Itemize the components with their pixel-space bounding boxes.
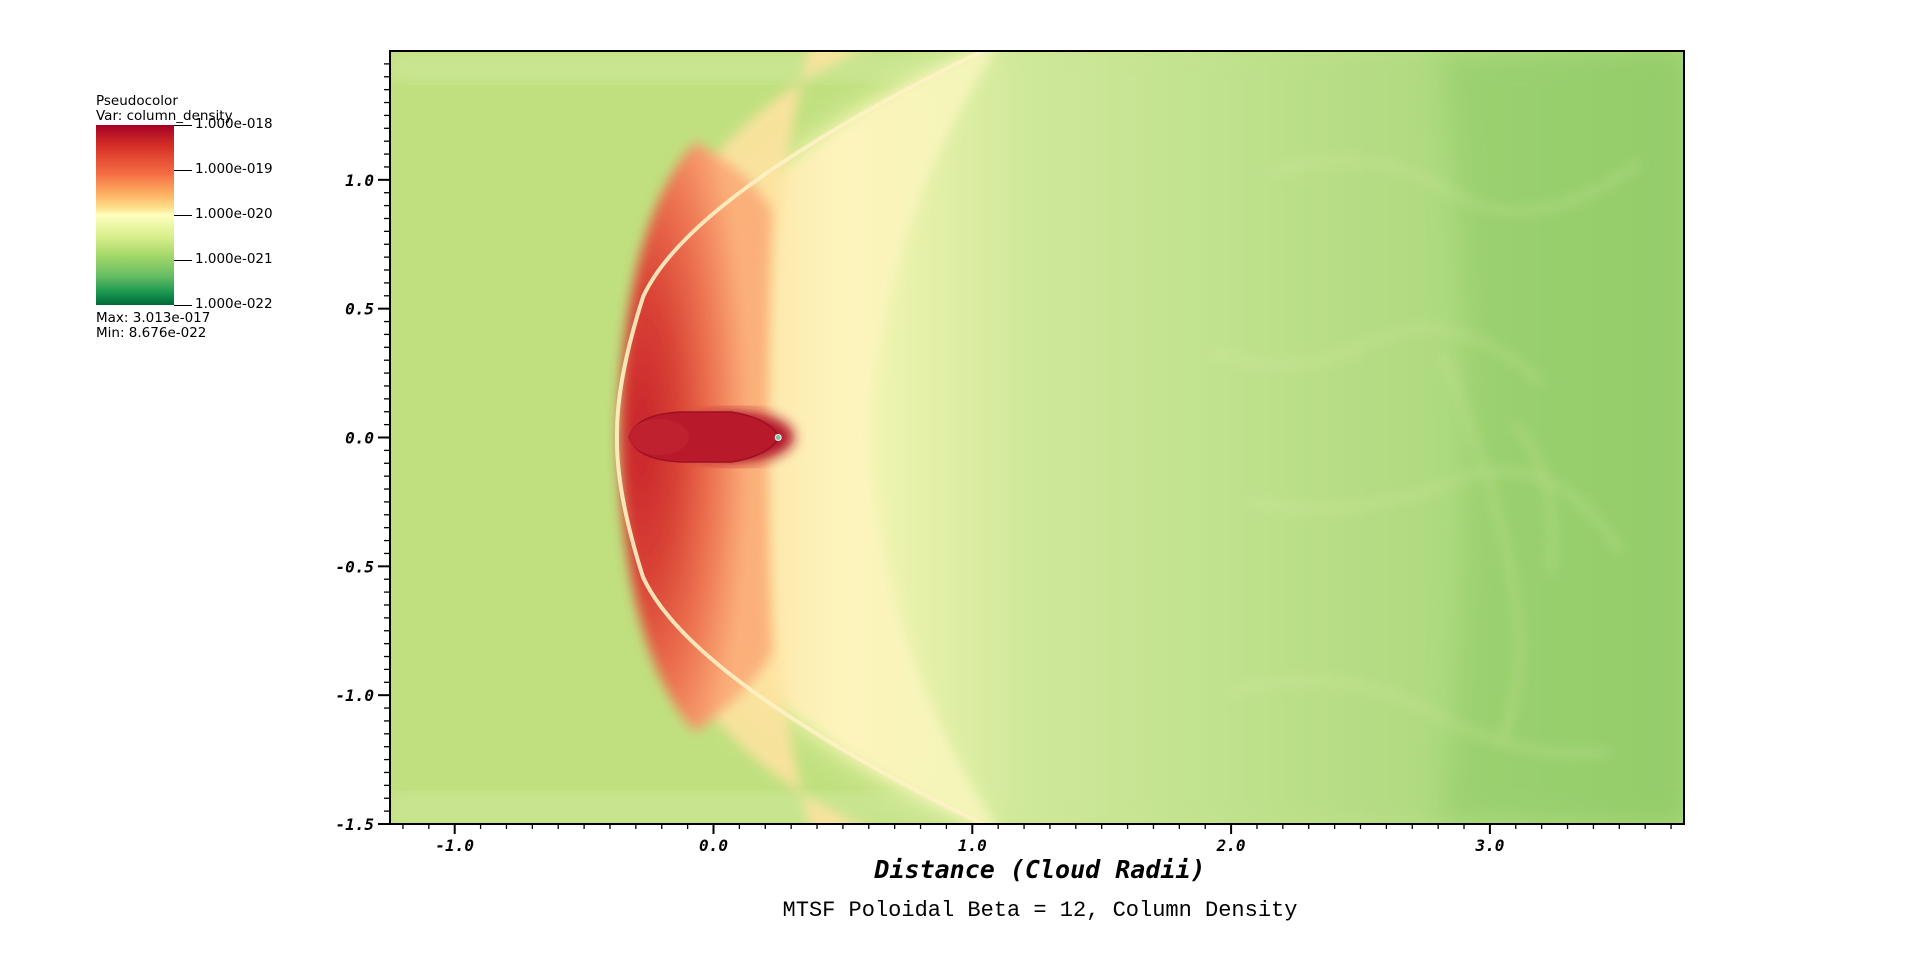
cloud-core [628, 411, 794, 463]
colorbar-tick-label: 1.000e-022 [195, 296, 273, 312]
wake-region [667, 52, 1683, 823]
y-tick-label: 0.0 [345, 429, 374, 448]
x-axis: -1.0 0.0 1.0 2.0 3.0 [402, 824, 1672, 855]
legend-variable: Var: column_density [96, 108, 233, 124]
colorbar-tick-label: 1.000e-021 [195, 251, 273, 267]
colorbar-tick-label: 1.000e-020 [195, 206, 273, 222]
y-tick-label: 1.0 [345, 171, 374, 190]
y-axis: 1.0 0.5 0.0 -0.5 -1.0 -1.5 [335, 63, 390, 834]
x-tick-label: 2.0 [1216, 836, 1246, 855]
x-tick-label: 1.0 [958, 836, 987, 855]
legend-min: Min: 8.676e-022 [96, 325, 207, 341]
bow-shock [614, 52, 986, 823]
plot-caption: MTSF Poloidal Beta = 12, Column Density [782, 898, 1298, 923]
x-tick-label: 0.0 [699, 836, 728, 855]
y-tick-label: 0.5 [345, 300, 374, 319]
column-density-field [391, 52, 1683, 823]
x-tick-label: -1.0 [435, 836, 474, 855]
colorbar-legend: Pseudocolor Var: column_density 1.000e-0… [96, 94, 316, 341]
y-tick-label: -1.0 [335, 686, 374, 705]
x-axis-title: Distance (Cloud Radii) [874, 855, 1206, 884]
plot-area [389, 50, 1685, 825]
colorbar: 1.000e-018 1.000e-019 1.000e-020 1.000e-… [96, 117, 273, 312]
y-tick-label: -1.5 [335, 815, 374, 834]
legend-max: Max: 3.013e-017 [96, 310, 211, 326]
colorbar-tick-label: 1.000e-019 [195, 161, 273, 177]
x-tick-label: 3.0 [1474, 836, 1504, 855]
legend-plot-type: Pseudocolor [96, 93, 178, 109]
wake-filaments [1210, 159, 1642, 756]
y-tick-label: -0.5 [335, 557, 374, 576]
colorbar-tick-label: 1.000e-018 [195, 116, 273, 132]
cloud-center-marker [774, 434, 782, 441]
